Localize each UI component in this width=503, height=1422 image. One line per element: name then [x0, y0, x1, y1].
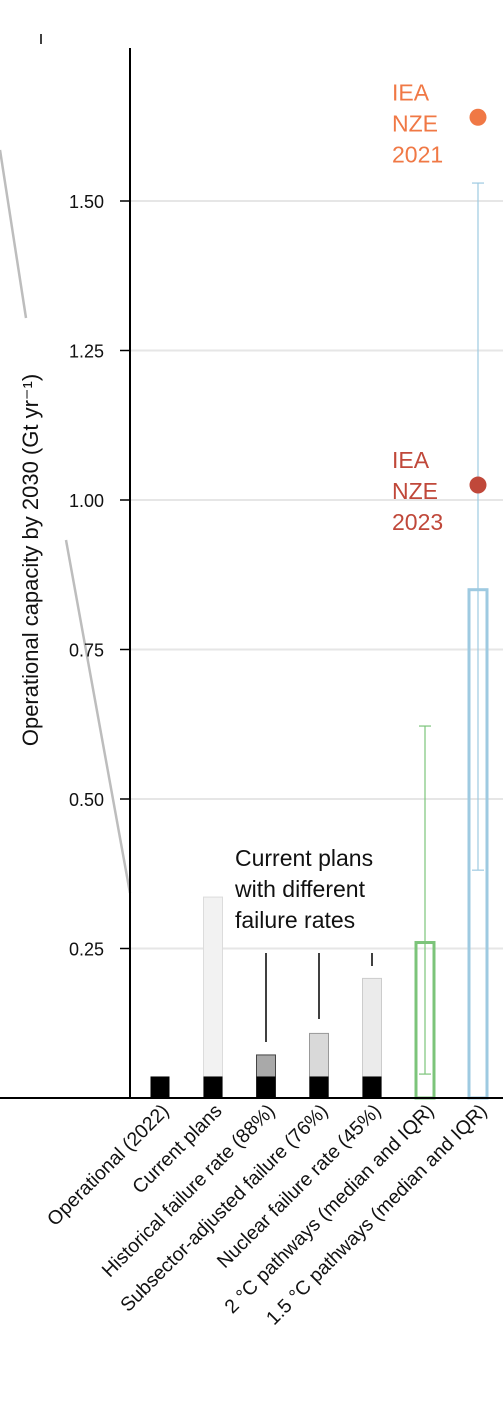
- iea-point-label: NZE: [392, 478, 438, 504]
- y-tick-label: 1.25: [69, 342, 104, 362]
- annotation-text: with different: [234, 876, 366, 902]
- bar-operational-base: [309, 1076, 329, 1098]
- iea-point: [469, 476, 487, 494]
- connector-line-upper: [0, 149, 28, 319]
- annotation-text: failure rates: [235, 907, 355, 933]
- iea-point-label: IEA: [392, 79, 430, 105]
- y-tick-label: 0.75: [69, 641, 104, 661]
- grid-lines: [130, 200, 503, 950]
- iea-point-label: 2021: [392, 141, 443, 167]
- axes: [0, 34, 503, 1099]
- bar-total: [203, 896, 223, 1099]
- iea-point-label: 2023: [392, 509, 443, 535]
- iea-points: IEA NZE 2021 IEA NZE 2023: [392, 79, 487, 535]
- y-axis-label: Operational capacity by 2030 (Gt yr⁻¹): [18, 374, 43, 746]
- annotation-text: Current plans: [235, 845, 373, 871]
- iea-point-label: NZE: [392, 110, 438, 136]
- y-tick-label: 1.00: [69, 491, 104, 511]
- connector-lines: [0, 149, 132, 894]
- bar-operational-base: [203, 1076, 223, 1098]
- y-tick-labels: 0.25 0.50 0.75 1.00 1.25 1.50: [69, 192, 104, 960]
- y-tick-label: 0.25: [69, 940, 104, 960]
- bar-operational-base: [256, 1076, 276, 1098]
- iea-point-label: IEA: [392, 447, 430, 473]
- x-category-labels: Operational (2022)Current plansHistorica…: [43, 1100, 492, 1330]
- y-tick-label: 1.50: [69, 192, 104, 212]
- annotation: Current plans with different failure rates: [234, 845, 373, 1042]
- iea-point: [469, 108, 487, 126]
- bar-operational-base: [362, 1076, 382, 1098]
- connector-line-lower: [64, 539, 132, 894]
- bar-operational-base: [150, 1076, 170, 1098]
- y-tick-label: 0.50: [69, 790, 104, 810]
